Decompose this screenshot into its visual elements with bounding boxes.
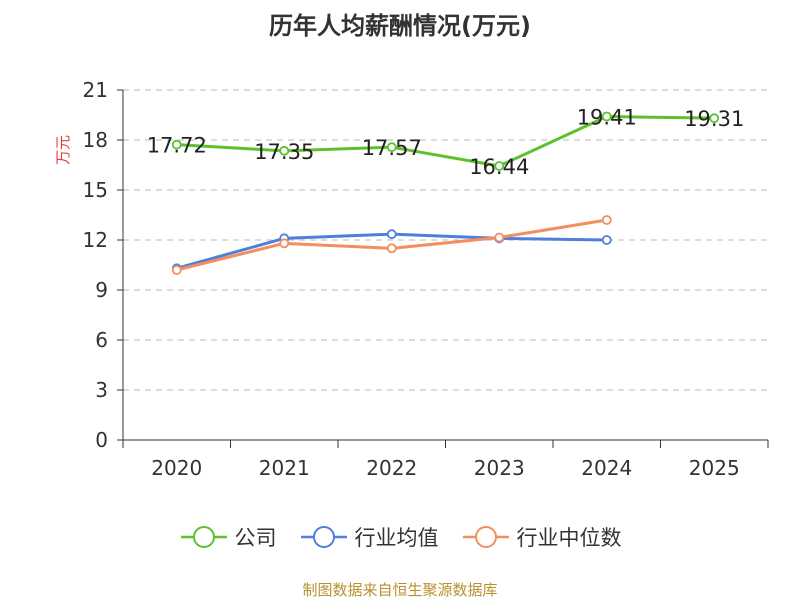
y-tick-label: 9 [95, 278, 108, 302]
data-point-industry_median[interactable] [494, 232, 505, 243]
data-point-industry_median[interactable] [386, 243, 397, 254]
data-label-company: 16.44 [469, 155, 529, 179]
data-point-company[interactable] [494, 161, 505, 171]
data-label-company: 17.72 [147, 134, 207, 158]
data-point-company[interactable] [709, 113, 720, 124]
legend-marker-circle [474, 526, 497, 548]
legend-marker-icon [300, 526, 347, 548]
legend-marker-circle [312, 526, 335, 548]
data-point-industry_avg[interactable] [601, 235, 612, 245]
series-lines [171, 111, 720, 275]
data-point-industry_median[interactable] [279, 238, 290, 249]
y-tick-label: 18 [83, 128, 108, 152]
grid-lines [123, 89, 768, 391]
x-tick-label: 2023 [474, 456, 525, 480]
axes: 0 3 6 9 12 15 18 21 万元 2020 2021 2022 2023 2024 2025 [54, 78, 769, 480]
source-note: 制图数据来自恒生聚源数据库 [302, 581, 498, 599]
series-line-company [176, 115, 715, 168]
data-point-company[interactable] [386, 142, 397, 153]
legend-label: 行业均值 [354, 526, 439, 550]
chart-title: 历年人均薪酬情况(万元) [269, 12, 531, 40]
data-point-company[interactable] [601, 111, 612, 122]
legend: 公司 行业均值 行业中位数 [0, 521, 800, 553]
data-label-company: 17.57 [362, 136, 422, 160]
legend-item-industry_median[interactable]: 行业中位数 [461, 522, 622, 552]
x-tick-label: 2022 [366, 456, 417, 480]
data-point-industry_avg[interactable] [386, 229, 397, 240]
legend-marker-circle [192, 526, 215, 548]
data-point-industry_median[interactable] [601, 215, 612, 225]
x-tick-label: 2020 [151, 456, 202, 480]
x-tick-label: 2021 [259, 456, 310, 480]
data-point-company[interactable] [279, 145, 290, 156]
x-tick-label: 2024 [581, 456, 632, 480]
legend-label: 行业中位数 [516, 526, 622, 550]
y-tick-label: 6 [95, 328, 108, 352]
legend-item-company[interactable]: 公司 [179, 522, 277, 552]
y-tick-label: 21 [83, 78, 108, 102]
x-tick-label: 2025 [689, 456, 740, 480]
y-tick-label: 0 [95, 428, 108, 452]
legend-label: 公司 [234, 526, 277, 550]
legend-marker-icon [462, 526, 509, 548]
data-point-industry_median[interactable] [171, 265, 182, 275]
y-tick-label: 3 [95, 378, 108, 402]
y-tick-label: 12 [83, 228, 108, 252]
data-label-company: 17.35 [254, 140, 314, 164]
data-label-company: 19.41 [577, 106, 637, 130]
data-point-company[interactable] [171, 139, 182, 150]
legend-marker-icon [180, 526, 227, 548]
data-label-company: 19.31 [684, 107, 744, 131]
y-axis-unit-label: 万元 [54, 135, 72, 165]
legend-item-industry_avg[interactable]: 行业均值 [299, 522, 439, 552]
data-labels: 17.72 17.35 17.57 16.44 19.41 19.31 [147, 106, 745, 180]
y-tick-label: 15 [83, 178, 108, 202]
